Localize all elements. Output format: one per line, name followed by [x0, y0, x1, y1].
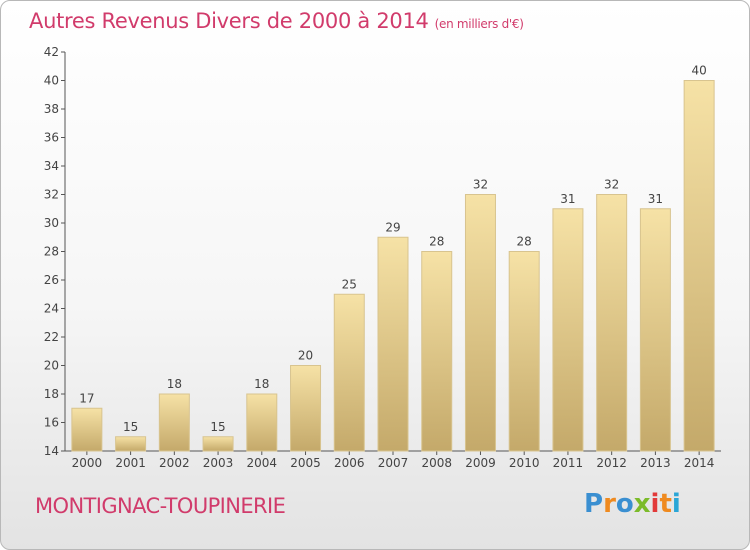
y-tick-label: 38 [44, 102, 59, 116]
bar-2004 [246, 393, 278, 452]
y-tick-label: 18 [44, 387, 59, 401]
x-tick-label-2010: 2010 [509, 456, 540, 470]
x-tick-label-2014: 2014 [684, 456, 715, 470]
logo-letter: r [603, 489, 616, 519]
y-tick-label: 40 [44, 74, 59, 88]
data-label-2010: 28 [517, 235, 532, 249]
bar-2003 [202, 436, 234, 452]
logo-letter: x [633, 489, 651, 519]
x-tick-label-2000: 2000 [72, 456, 103, 470]
y-tick-label: 32 [44, 188, 59, 202]
x-tick-label-2007: 2007 [378, 456, 409, 470]
y-tick-label: 34 [44, 159, 59, 173]
chart-unit: (en milliers d'€) [434, 17, 524, 31]
data-label-2004: 18 [254, 377, 269, 391]
x-tick-label-2011: 2011 [553, 456, 584, 470]
bar-2001 [115, 436, 147, 452]
y-tick-label: 22 [44, 330, 59, 344]
y-tick-label: 28 [44, 245, 59, 259]
logo-letter: t [659, 489, 672, 519]
x-tick-label-2012: 2012 [596, 456, 627, 470]
data-label-2006: 25 [342, 277, 357, 291]
data-label-2002: 18 [167, 377, 182, 391]
y-tick-label: 16 [44, 416, 59, 430]
bar-2010 [508, 251, 540, 452]
data-labels: 17 15 18 15 18 20 25 29 28 32 28 31 32 31 40 [79, 64, 707, 434]
data-label-2009: 32 [473, 178, 488, 192]
x-tick-label-2001: 2001 [115, 456, 146, 470]
proxiti-logo[interactable]: Proxiti [584, 489, 681, 519]
bar-2005 [290, 365, 322, 452]
x-tick-label-2009: 2009 [465, 456, 496, 470]
logo-letter: i [650, 489, 660, 519]
x-tick-label-2003: 2003 [203, 456, 234, 470]
bar-2009 [464, 194, 496, 452]
bar-2012 [596, 194, 628, 452]
data-label-2008: 28 [429, 235, 444, 249]
data-label-2005: 20 [298, 349, 313, 363]
bar-2007 [377, 236, 409, 452]
data-label-2012: 32 [604, 178, 619, 192]
chart-title: Autres Revenus Divers de 2000 à 2014 (en … [29, 9, 524, 33]
bars [71, 80, 715, 452]
bar-2002 [158, 393, 190, 452]
y-tick-label: 20 [44, 359, 59, 373]
y-tick-label: 26 [44, 273, 59, 287]
data-label-2007: 29 [385, 220, 400, 234]
data-label-2013: 31 [648, 192, 663, 206]
data-label-2003: 15 [210, 420, 225, 434]
data-label-2011: 31 [560, 192, 575, 206]
data-label-2000: 17 [79, 391, 94, 405]
y-tick-label: 36 [44, 131, 59, 145]
logo-letter: o [615, 489, 634, 519]
y-tick-label: 24 [44, 302, 59, 316]
x-tick-label-2004: 2004 [247, 456, 278, 470]
bar-2014 [683, 80, 715, 452]
y-tick-label: 14 [44, 444, 59, 458]
y-tick-label: 30 [44, 216, 59, 230]
bar-2013 [639, 208, 671, 452]
x-tick-label-2013: 2013 [640, 456, 671, 470]
data-label-2001: 15 [123, 420, 138, 434]
bar-2008 [421, 251, 453, 452]
chart-title-text: Autres Revenus Divers de 2000 à 2014 [29, 9, 429, 33]
x-tick-label-2006: 2006 [334, 456, 365, 470]
bar-2000 [71, 407, 103, 452]
y-tick-label: 42 [44, 45, 59, 59]
bar-2006 [333, 293, 365, 452]
data-label-2014: 40 [691, 64, 706, 78]
x-tick-label-2008: 2008 [421, 456, 452, 470]
commune-name: MONTIGNAC-TOUPINERIE [35, 494, 286, 518]
x-tick-label-2005: 2005 [290, 456, 321, 470]
axes: 14 16 18 20 22 24 26 28 30 32 34 36 38 40 42 2000 2001 20… [44, 45, 721, 470]
logo-letter: P [584, 489, 604, 519]
logo-letter: i [671, 489, 681, 519]
bar-2011 [552, 208, 584, 452]
x-tick-label-2002: 2002 [159, 456, 190, 470]
